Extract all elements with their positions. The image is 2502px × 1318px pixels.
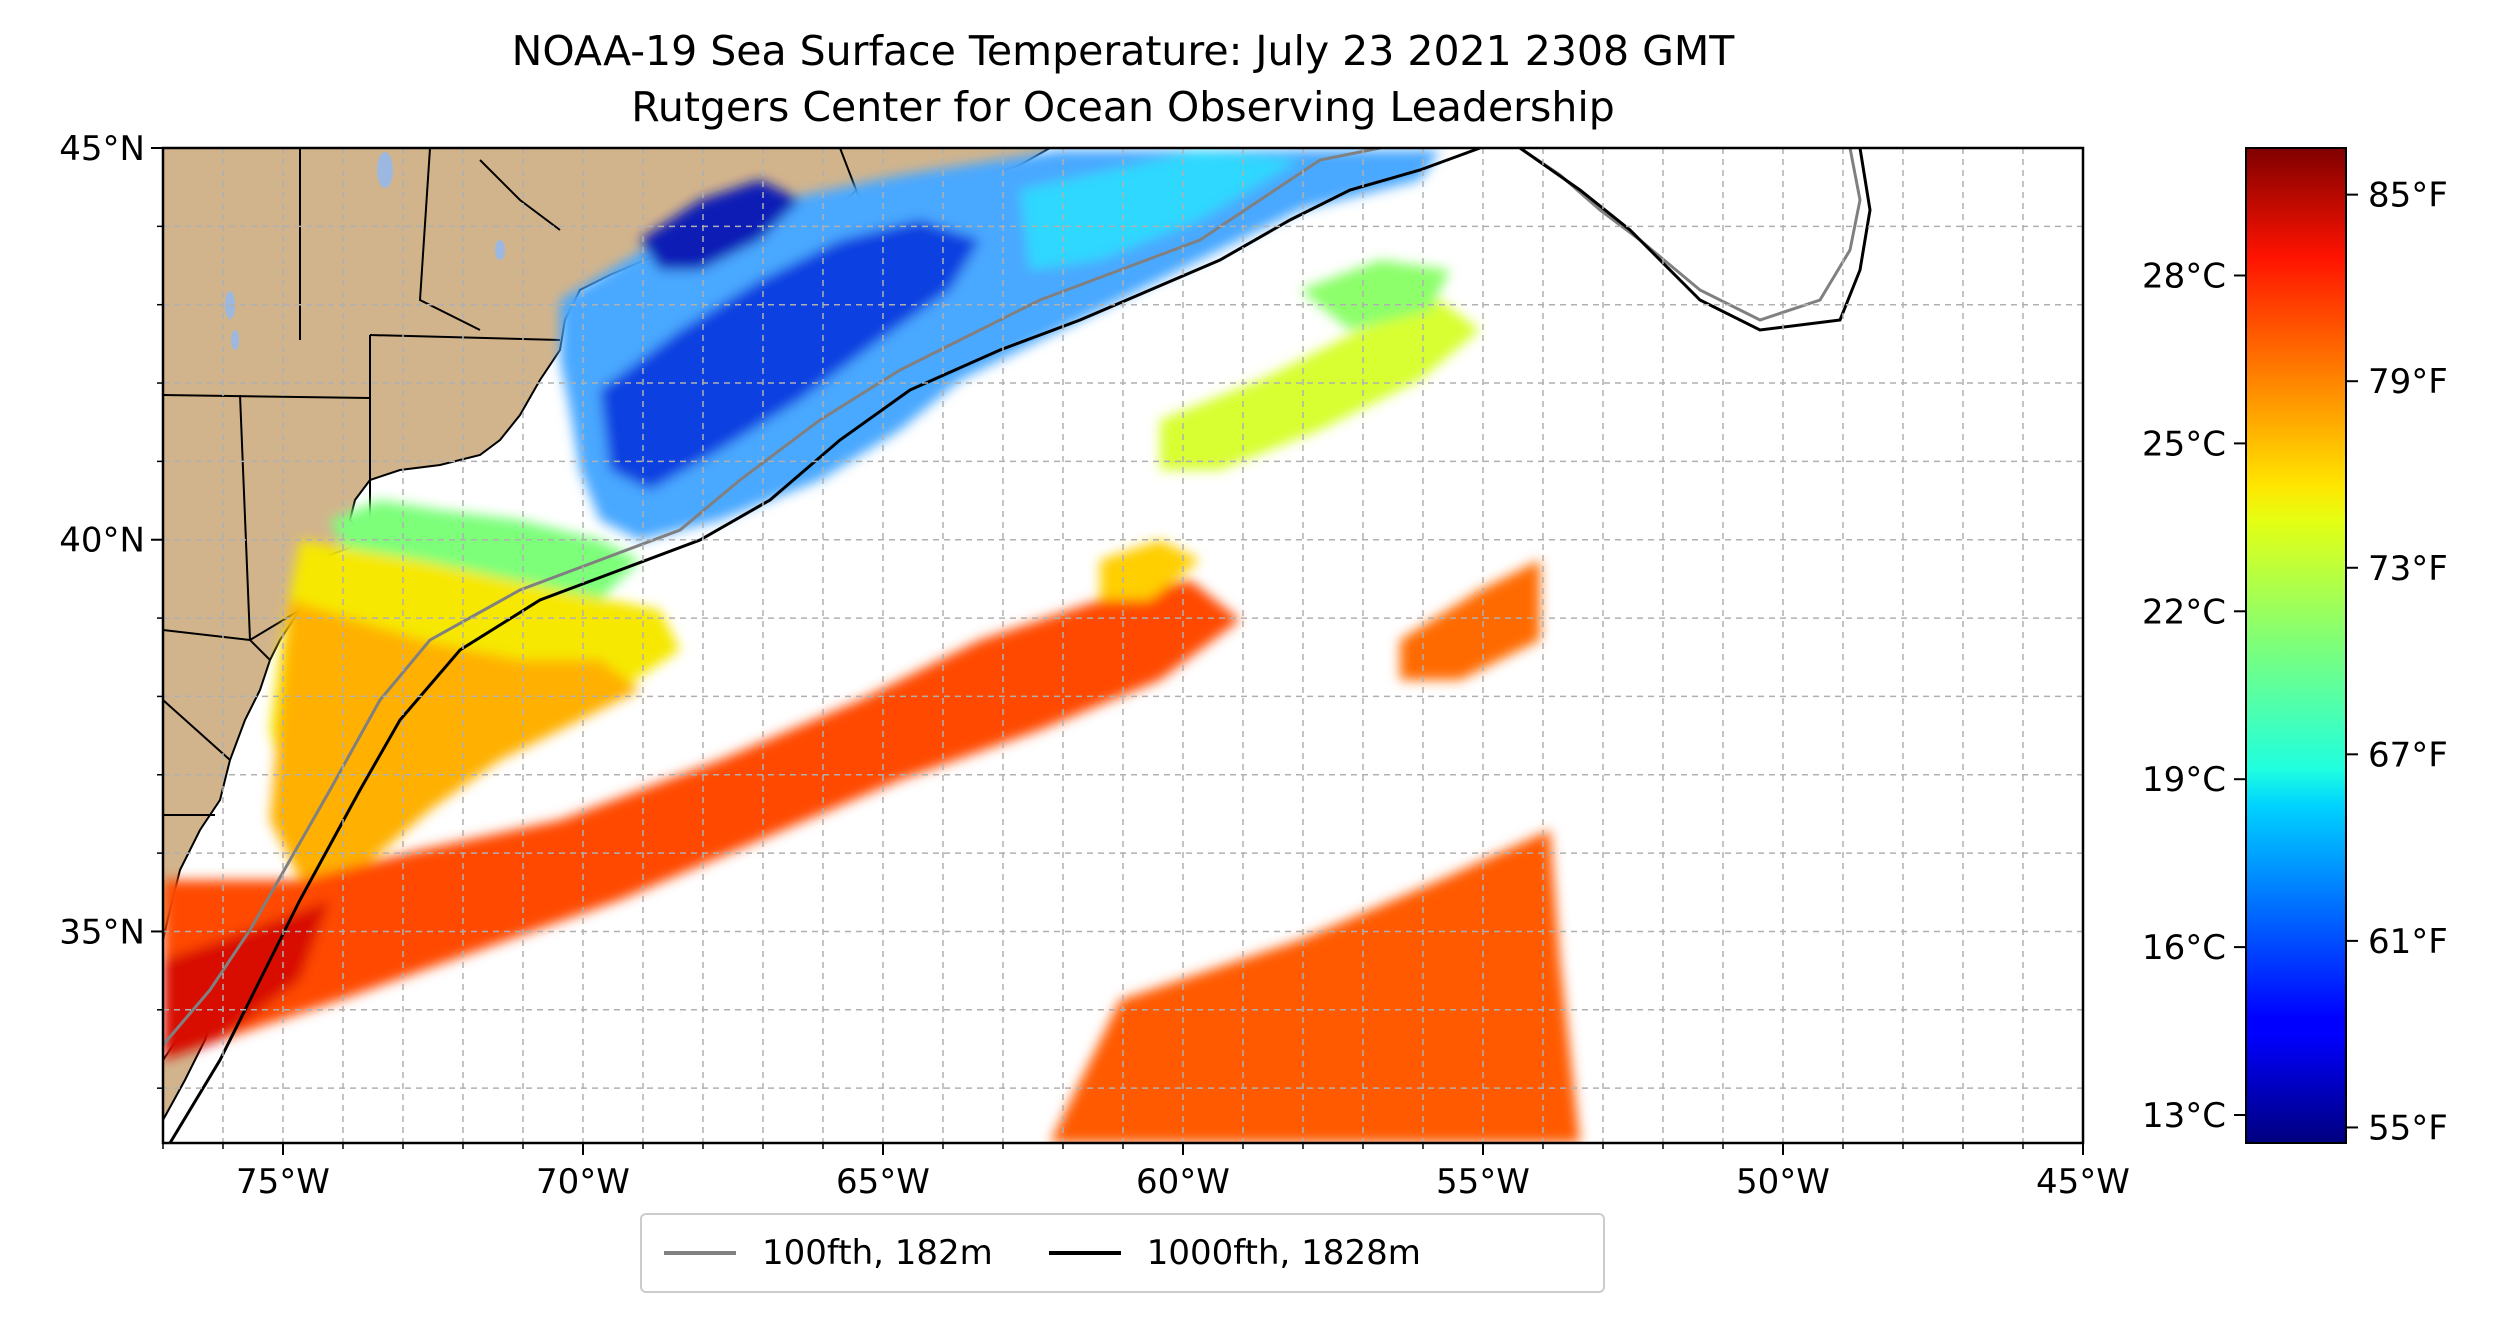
legend-item-100fth: 100fth, 182m: [664, 1233, 993, 1273]
state-borders: [163, 148, 561, 816]
map-area: [163, 148, 1872, 1143]
x-tick-label: 65°W: [836, 1162, 930, 1202]
x-tick-label: 70°W: [536, 1162, 630, 1202]
legend-line-gray: [664, 1251, 736, 1255]
legend-label-1000fth: 1000fth, 1828m: [1146, 1233, 1421, 1273]
y-axis: 35°N 40°N 45°N: [59, 129, 163, 1089]
chart-title: NOAA-19 Sea Surface Temperature: July 23…: [511, 27, 1735, 75]
x-tick-label: 75°W: [236, 1162, 330, 1202]
legend-item-1000fth: 1000fth, 1828m: [1048, 1233, 1421, 1273]
celsius-tick-label: 28°C: [2142, 256, 2226, 296]
celsius-tick-label: 13°C: [2142, 1096, 2226, 1136]
fahrenheit-tick-label: 55°F: [2368, 1108, 2448, 1148]
y-tick-label: 45°N: [59, 129, 145, 169]
x-tick-label: 60°W: [1136, 1162, 1230, 1202]
colorbar-ticks: 55°F 61°F 67°F 73°F 79°F 85°F 13°C 16°C 19°C 22°C…: [2142, 176, 2448, 1149]
fahrenheit-tick-label: 73°F: [2368, 549, 2448, 589]
celsius-tick-label: 22°C: [2142, 592, 2226, 632]
y-tick-label: 40°N: [59, 521, 145, 561]
chart-subtitle: Rutgers Center for Ocean Observing Leade…: [631, 83, 1615, 131]
colorbar: [2245, 147, 2347, 1144]
legend-label-100fth: 100fth, 182m: [762, 1233, 993, 1273]
fahrenheit-tick-label: 79°F: [2368, 362, 2448, 402]
fahrenheit-tick-label: 61°F: [2368, 922, 2448, 962]
y-tick-label: 35°N: [59, 912, 145, 952]
legend: 100fth, 182m 1000fth, 1828m: [640, 1213, 1605, 1293]
x-tick-label: 50°W: [1736, 1162, 1830, 1202]
x-tick-label: 55°W: [1436, 1162, 1530, 1202]
legend-line-black: [1048, 1251, 1121, 1255]
x-axis: 75°W 70°W 65°W 60°W 55°W 50°W 45°W: [162, 1143, 2130, 1202]
isobath-1000fth: [168, 148, 1872, 1143]
fahrenheit-tick-label: 85°F: [2368, 176, 2448, 216]
celsius-tick-label: 16°C: [2142, 928, 2226, 968]
x-tick-label: 45°W: [2036, 1162, 2130, 1202]
fahrenheit-tick-label: 67°F: [2368, 735, 2448, 775]
gridlines: [163, 148, 2083, 1143]
celsius-tick-label: 25°C: [2142, 424, 2226, 464]
celsius-tick-label: 19°C: [2142, 760, 2226, 800]
